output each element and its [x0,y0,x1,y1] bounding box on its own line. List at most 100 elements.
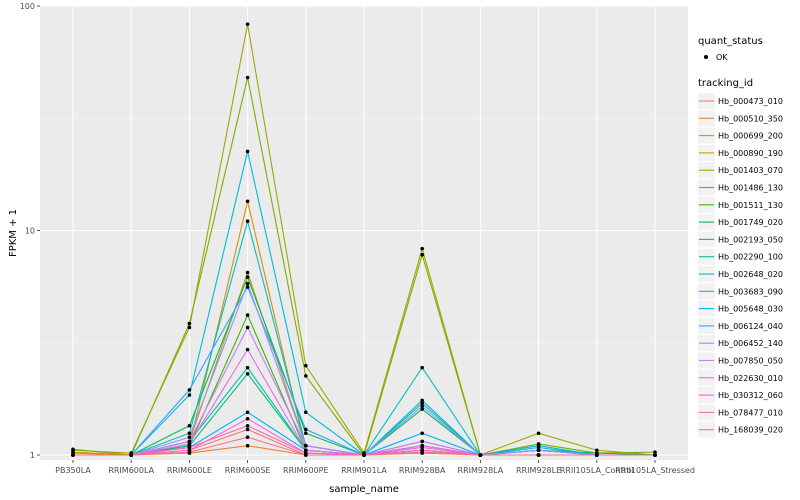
data-point [420,252,425,257]
tracking-id-legend-items: Hb_000473_010 Hb_000510_350 Hb_000699_200 H… [698,93,783,438]
data-point [245,435,250,440]
x-tick-label: RRIM901LA [341,466,387,475]
data-point [187,423,192,428]
tracking-id-legend-title: tracking_id [698,78,753,89]
legend-label: Hb_078477_010 [718,408,783,417]
data-point [245,325,250,330]
x-tick-label: PB350LA [55,466,91,475]
x-tick-label: RRIM600SE [225,466,271,475]
data-point [304,431,308,436]
data-point [420,450,425,454]
quant-status-legend-title: quant_status [698,36,763,47]
legend-label: Hb_000473_010 [718,97,783,106]
data-point [71,453,75,457]
quant-status-legend-key [704,55,708,59]
legend-label: Hb_002648_020 [718,270,783,279]
legend-label: Hb_006452_140 [718,339,783,348]
data-point [304,410,308,415]
data-point [478,453,483,457]
quant-status-legend-label: OK [716,53,728,62]
tracking-id-legend: tracking_id Hb_000473_010Hb_000510_350Hb… [698,78,783,438]
data-point [420,365,425,370]
data-point [71,447,75,452]
data-point [595,453,599,457]
data-point [245,427,250,432]
data-point [187,450,192,454]
quant-status-legend: quant_status OK [698,36,763,62]
legend-label: Hb_007850_050 [718,357,783,366]
data-point [536,431,541,436]
legend-label: Hb_168039_020 [718,426,783,435]
data-point [653,450,657,454]
data-point [187,388,192,392]
legend-label: Hb_030312_060 [718,391,783,400]
data-point [245,270,250,275]
legend-label: Hb_003683_090 [718,287,783,296]
data-point [304,453,308,457]
data-point [420,404,425,408]
legend-label: Hb_022630_010 [718,374,783,383]
data-point [187,393,192,397]
data-point [245,371,250,376]
data-point [245,199,250,204]
data-point [245,347,250,352]
legend-label: Hb_001486_130 [718,184,783,193]
data-point [245,149,250,154]
data-point [245,22,250,26]
data-point [653,453,657,457]
y-tick-label: 10 [25,226,35,235]
data-point [187,431,192,436]
data-point [536,453,541,457]
data-point [362,453,366,457]
data-point [304,443,308,448]
x-tick-label: RRIM928LE [516,466,561,475]
x-tick-label: RRII105LA_Stressed [615,466,695,475]
data-point [245,313,250,317]
legend-label: Hb_000890_190 [718,149,783,158]
legend-label: Hb_002193_050 [718,235,783,244]
data-point [187,442,192,446]
x-axis-title: sample_name [329,484,399,495]
y-axis-title: FPKM + 1 [8,209,19,257]
data-point [536,445,541,450]
data-point [304,448,308,453]
data-point [304,363,308,368]
data-point [129,453,133,457]
data-point [536,448,541,453]
data-point [187,325,192,330]
legend-label: Hb_001511_130 [718,201,783,210]
legend-label: Hb_001749_020 [718,218,783,227]
data-point [420,439,425,444]
data-point [420,407,425,411]
x-tick-label: RRIM928BA [399,466,446,475]
data-point [245,365,250,370]
data-point [245,219,250,224]
x-tick-label: RRII105LA_Control [560,466,634,475]
data-point [245,423,250,428]
x-tick-label: RRIM600LA [108,466,154,475]
data-point [245,75,250,80]
x-tick-label: RRIM928LA [458,466,504,475]
data-point [245,281,250,286]
legend-label: Hb_000510_350 [718,114,783,123]
data-point [304,374,308,378]
data-point [595,448,599,453]
data-point [245,416,250,421]
data-point [420,431,425,436]
data-point [245,275,250,279]
data-point [245,285,250,289]
data-point [187,445,192,450]
data-point [420,398,425,403]
data-point [420,246,425,251]
x-axis: PB350LA RRIM600LA RRIM600LE RRIM600SE RRIM60… [55,460,695,475]
data-point [187,435,192,440]
data-point [245,410,250,415]
y-tick-label: 100 [20,2,35,11]
x-tick-label: RRIM600PE [283,466,329,475]
y-tick-label: 1 [30,451,35,460]
legend-label: Hb_000699_200 [718,132,783,141]
data-point [420,445,425,450]
data-point [187,439,192,444]
data-point [245,443,250,448]
